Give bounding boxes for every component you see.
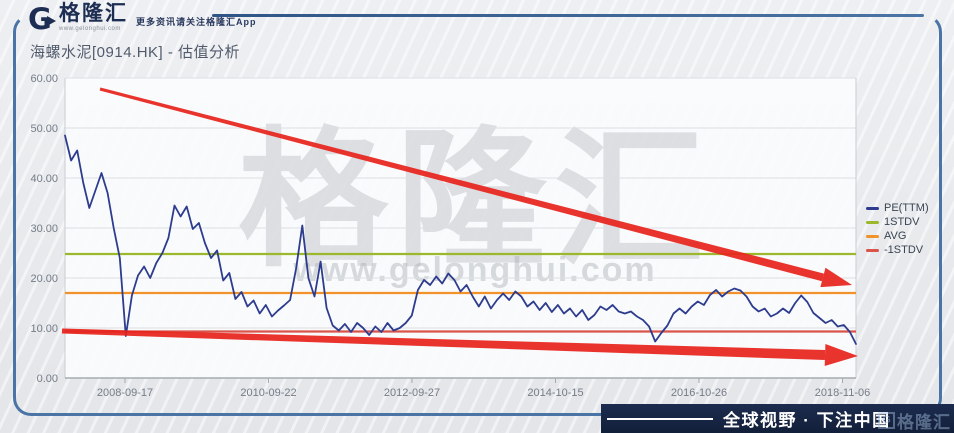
footer-banner: 全球视野 · 下注中国 G 格隆汇	[601, 404, 954, 433]
logo-triangle-icon	[47, 16, 56, 26]
legend-item-PE(TTM): PE(TTM)	[866, 201, 929, 215]
legend-label: -1STDV	[884, 244, 924, 256]
y-axis-label: 0.00	[37, 373, 58, 385]
downtrend-arrow-lower-head	[824, 344, 858, 366]
y-axis-label: 40.00	[30, 173, 58, 185]
logo-text: 格隆汇 www.gelonghui.com	[59, 2, 128, 33]
brand-name: 格隆汇	[59, 2, 128, 25]
axis-layer: 0.00 10.00 20.00 30.00 40.00 50.00 60.00 2008-0…	[30, 73, 870, 399]
series-PE(TTM)	[64, 134, 857, 345]
brand-url: www.gelonghui.com	[59, 26, 121, 32]
brand-tagline: 更多资讯请关注格隆汇App	[136, 17, 257, 27]
downtrend-arrow-upper-shaft	[99, 87, 825, 282]
x-axis-label: 2018-11-06	[815, 387, 870, 399]
series-layer	[64, 134, 857, 345]
banner-brand-mark: G 格隆汇	[878, 408, 951, 433]
y-axis-label: 10.00	[30, 323, 58, 335]
legend-swatch	[866, 248, 879, 252]
y-axis-label: 50.00	[30, 123, 58, 135]
brand-logo: G 格隆汇 www.gelonghui.com 更多资讯请关注格隆汇App	[28, 2, 257, 34]
banner-divider-line	[607, 418, 713, 420]
chart-legend: PE(TTM) 1STDV AVG -1STDV	[866, 201, 929, 257]
legend-item--1STDV: -1STDV	[866, 243, 929, 257]
banner-brand-icon: G	[878, 412, 895, 429]
grid-layer	[64, 77, 857, 379]
watermark-url: www.gelonghui.com	[292, 251, 656, 289]
legend-swatch	[866, 206, 879, 210]
gelonghui-logo-icon: G	[28, 2, 56, 36]
y-axis-label: 30.00	[30, 223, 58, 235]
y-axis-label: 20.00	[30, 273, 58, 285]
legend-item-AVG: AVG	[866, 229, 929, 243]
downtrend-arrow-upper-head	[820, 267, 852, 288]
legend-swatch	[866, 220, 879, 224]
x-axis-label: 2014-10-15	[527, 387, 583, 399]
legend-swatch	[866, 234, 879, 238]
legend-label: AVG	[884, 230, 907, 242]
legend-label: PE(TTM)	[884, 202, 929, 214]
x-axis-label: 2012-09-27	[384, 387, 440, 399]
card-frame-topline	[212, 14, 924, 17]
legend-item-1STDV: 1STDV	[866, 215, 929, 229]
logo-letter: G	[28, 2, 52, 36]
banner-slogan: 全球视野 · 下注中国	[723, 411, 891, 430]
x-axis-label: 2016-10-26	[671, 387, 727, 399]
downtrend-arrow-lower-shaft	[61, 328, 826, 360]
page-title: 海螺水泥[0914.HK] - 估值分析	[30, 44, 241, 61]
x-axis-label: 2008-09-17	[97, 387, 153, 399]
banner-brand-text: 格隆汇	[897, 413, 951, 432]
legend-label: 1STDV	[884, 216, 920, 228]
x-axis-label: 2010-09-22	[240, 387, 296, 399]
trend-arrows-layer	[61, 87, 858, 366]
y-axis-label: 60.00	[30, 73, 58, 85]
